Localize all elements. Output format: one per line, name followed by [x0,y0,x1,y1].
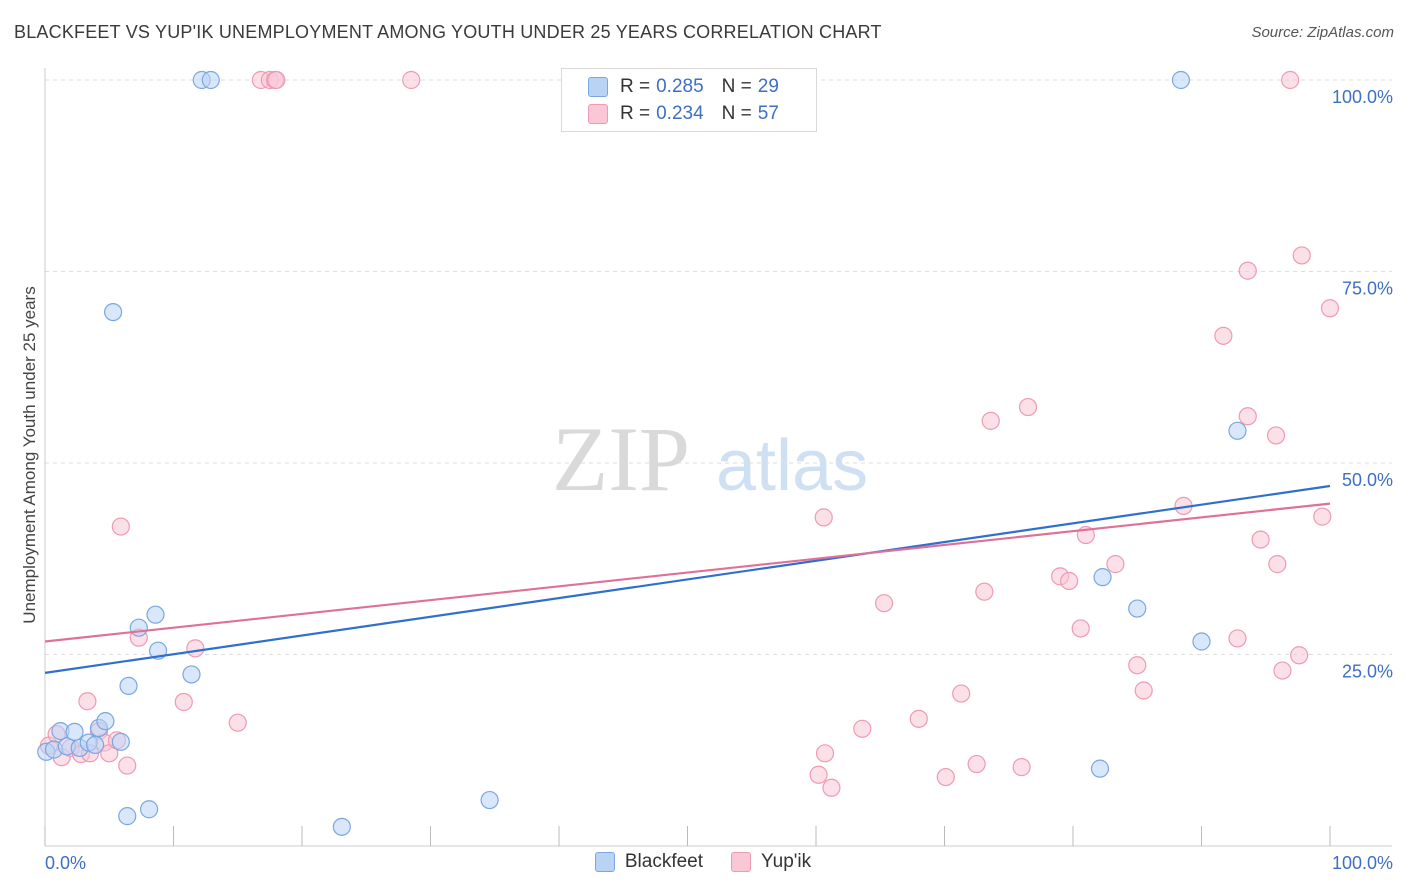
yupik-point [1238,261,1257,280]
blackfeet-point [118,807,137,826]
legend-row-blackfeet: R = 0.285 N = 29 [588,75,779,99]
yupik-point [78,692,97,711]
y-tick-label: 50.0% [1342,470,1393,490]
yupik-point [402,70,421,90]
source-label: Source: ZipAtlas.com [1251,24,1394,41]
yupik-point [1228,629,1247,648]
blackfeet-point [1093,568,1112,587]
n-value: 57 [757,103,779,124]
yupik-point [952,684,971,703]
blackfeet-point [201,70,220,90]
blackfeet-point [86,735,105,754]
yupik-swatch [588,104,608,124]
n-label: N = [721,103,752,124]
blackfeet-point [1228,421,1247,440]
blackfeet-point [1128,599,1147,618]
yupik-point [1012,758,1031,777]
blackfeet-point [139,800,159,819]
yupik-point [981,411,1000,430]
yupik-point [1281,70,1300,90]
blackfeet-point [182,665,201,684]
r-label: R = [620,103,651,124]
chart-title: BLACKFEET VS YUP'IK UNEMPLOYMENT AMONG Y… [14,22,882,42]
blackfeet-point [104,302,123,322]
yupik-point [118,756,137,775]
yupik-point [853,719,872,738]
yupik-point [1266,426,1286,445]
yupik-point [1292,246,1311,265]
yupik-point [1273,661,1292,680]
yupik-swatch [731,852,752,872]
correlation-legend: R = 0.285 N = 29 R = 0.234 N = 57 [561,68,817,132]
y-tick-label: 75.0% [1342,279,1393,299]
n-value: 29 [757,76,779,97]
blackfeet-point [1090,759,1110,778]
legend-label-blackfeet: Blackfeet [624,851,704,872]
yupik-point [1320,299,1340,318]
yupik-point [1313,507,1332,526]
yupik-point [174,692,193,712]
yupik-point [1071,619,1090,638]
r-value: 0.285 [656,76,704,97]
x-tick-label: 0.0% [45,853,86,873]
yupik-point [814,508,833,527]
legend-label-yupik: Yup'ik [761,851,812,872]
n-label: N = [721,76,752,97]
axes [44,68,1392,847]
blackfeet-point [111,732,130,751]
yupik-point [1251,530,1270,549]
yupik-point [186,639,205,658]
yupik-point [1238,407,1257,426]
yupik-point [228,713,247,732]
blackfeet-point [480,790,499,810]
series-legend: Blackfeet Yup'ik [0,851,1406,873]
yupik-point [1128,656,1147,675]
yupik-point [1134,681,1153,700]
blackfeet-points [37,70,1247,836]
yupik-trend-line [44,502,1331,643]
yupik-point [111,517,130,536]
watermark-atlas: atlas [716,426,868,506]
yupik-point [809,765,828,784]
legend-row-yupik: R = 0.234 N = 57 [588,102,779,126]
blackfeet-point [65,722,84,741]
tick-labels: 25.0% 50.0% 75.0% 100.0% 0.0% 100.0% [45,87,1393,873]
yupik-point [909,709,928,728]
yupik-point [1106,555,1125,574]
blackfeet-trend-line [44,484,1331,674]
yupik-point [815,744,835,763]
blackfeet-swatch [588,77,608,97]
watermark-zip: ZIP [552,408,690,510]
yupik-point [822,778,841,797]
r-value: 0.234 [656,103,704,124]
blackfeet-point [119,676,138,696]
trend-lines [44,484,1331,674]
y-tick-label: 100.0% [1332,87,1393,107]
x-tick-label: 100.0% [1332,853,1393,873]
y-axis-label: Unemployment Among Youth under 25 years [20,286,39,624]
blackfeet-point [332,817,351,836]
blackfeet-swatch [594,852,615,872]
blackfeet-point [1192,632,1211,651]
blackfeet-point [96,712,115,731]
legend-item-yupik: Yup'ik [731,851,811,873]
legend-item-blackfeet: Blackfeet [594,851,704,873]
yupik-point [967,754,986,774]
yupik-point [1060,571,1079,591]
yupik-point [267,70,286,90]
yupik-point [1290,646,1309,665]
yupik-point [875,594,894,613]
yupik-point [1214,326,1233,345]
r-label: R = [620,76,651,97]
y-tick-label: 25.0% [1342,662,1393,682]
yupik-point [975,582,994,601]
blackfeet-point [129,618,148,637]
yupik-point [936,767,955,787]
blackfeet-point [1171,70,1191,90]
blackfeet-point [146,605,165,624]
yupik-point [1268,555,1287,574]
yupik-point [1018,397,1038,417]
